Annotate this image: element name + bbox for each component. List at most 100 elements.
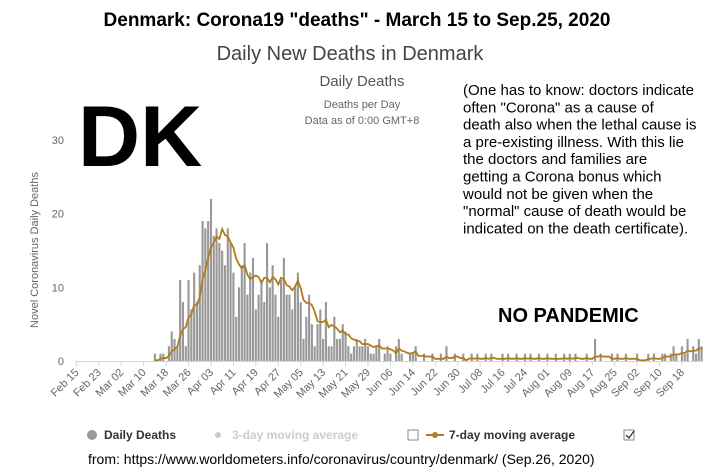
bar: [347, 346, 350, 361]
bar: [226, 228, 229, 361]
bar: [364, 338, 367, 361]
y-tick-label: 20: [52, 209, 64, 221]
bar: [179, 279, 182, 361]
y-tick-label: 30: [52, 135, 64, 147]
bar: [313, 346, 316, 361]
bar: [697, 338, 700, 361]
bar: [184, 346, 187, 361]
bar: [338, 338, 342, 361]
bar: [212, 235, 215, 361]
annotation-line: often "Corona" as a cause of: [463, 99, 655, 116]
line: [154, 226, 702, 362]
annotation-line: "normal" cause of death would be: [463, 203, 686, 220]
x-tick-label: Jul 16: [478, 367, 507, 396]
bar: [501, 353, 504, 361]
bar: [327, 346, 330, 361]
bar: [302, 338, 305, 361]
bar: [389, 353, 392, 361]
bar: [249, 272, 252, 361]
big-label: DK: [78, 89, 202, 185]
bar: [263, 302, 266, 361]
bar: [291, 309, 294, 361]
bar: [237, 287, 241, 361]
bar: [366, 346, 370, 361]
bar: [355, 338, 358, 361]
bar: [251, 257, 255, 361]
bar: [246, 294, 249, 361]
annotation-line: the doctors and families are: [463, 151, 647, 168]
bar: [445, 346, 448, 361]
legend-swatch: [432, 432, 438, 438]
bar: [288, 294, 291, 361]
legend-label[interactable]: 3-day moving average: [232, 428, 358, 442]
bar: [254, 309, 257, 361]
chart-title: Daily New Deaths in Denmark: [217, 43, 485, 65]
bar: [260, 279, 263, 361]
bar: [554, 353, 557, 361]
bar: [692, 346, 695, 361]
note: Deaths per Day: [324, 99, 401, 111]
bar: [319, 309, 322, 361]
bar: [159, 353, 162, 361]
bar: [265, 243, 269, 361]
bar: [201, 221, 204, 361]
annotation-line: would not be given when the: [462, 186, 653, 203]
bar: [599, 353, 602, 361]
bar: [215, 228, 218, 361]
bar: [361, 346, 364, 361]
annotation-line: indicated on the death certificate).: [463, 220, 688, 237]
bar: [198, 265, 201, 361]
bar: [232, 272, 235, 361]
annotation-line: getting a Corona bonus which: [463, 169, 661, 186]
bar: [316, 324, 319, 361]
bar: [190, 309, 193, 361]
bar: [167, 346, 170, 361]
bar: [375, 346, 378, 361]
bar: [207, 221, 210, 361]
bar: [341, 324, 344, 361]
bar: [176, 346, 179, 361]
bar: [153, 353, 156, 361]
bar: [282, 257, 285, 361]
bar: [411, 353, 414, 361]
bar: [372, 353, 375, 361]
bar: [221, 250, 224, 361]
bar: [324, 302, 327, 361]
bar: [333, 316, 336, 361]
y-tick-label: 0: [58, 356, 64, 368]
note: Data as of 0:00 GMT+8: [305, 115, 420, 127]
y-axis-label: Novel Coronavirus Daily Deaths: [29, 172, 41, 328]
bar: [378, 338, 381, 361]
bar: [243, 243, 246, 361]
bar: [209, 198, 213, 361]
bar: [170, 331, 173, 361]
bar: [299, 302, 302, 361]
bar: [414, 346, 417, 361]
checkbox[interactable]: [407, 429, 419, 441]
legend-swatch: [215, 432, 221, 438]
bar: [229, 243, 232, 361]
annotation: (One has to know: doctors indicateoften …: [462, 82, 697, 237]
header: Denmark: Corona19 "deaths" - March 15 to…: [104, 10, 611, 31]
bar: [358, 346, 361, 361]
bar: [330, 346, 333, 361]
checkbox[interactable]: [623, 429, 635, 441]
bar: [240, 265, 243, 361]
y-tick-label: 10: [52, 282, 64, 294]
bar: [369, 353, 372, 361]
bar: [277, 316, 280, 361]
bar: [694, 353, 698, 361]
legend-label[interactable]: 7-day moving average: [449, 428, 575, 442]
bar: [294, 287, 297, 361]
bar: [700, 346, 703, 361]
bar: [647, 353, 650, 361]
bar: [344, 331, 347, 361]
bar: [305, 316, 308, 361]
legend-label[interactable]: Daily Deaths: [104, 428, 176, 442]
bar: [400, 353, 403, 361]
bar: [439, 353, 442, 361]
bar: [218, 243, 221, 361]
stamp: NO PANDEMIC: [498, 305, 639, 327]
annotation-line: death also when the lethal cause is: [463, 117, 697, 134]
